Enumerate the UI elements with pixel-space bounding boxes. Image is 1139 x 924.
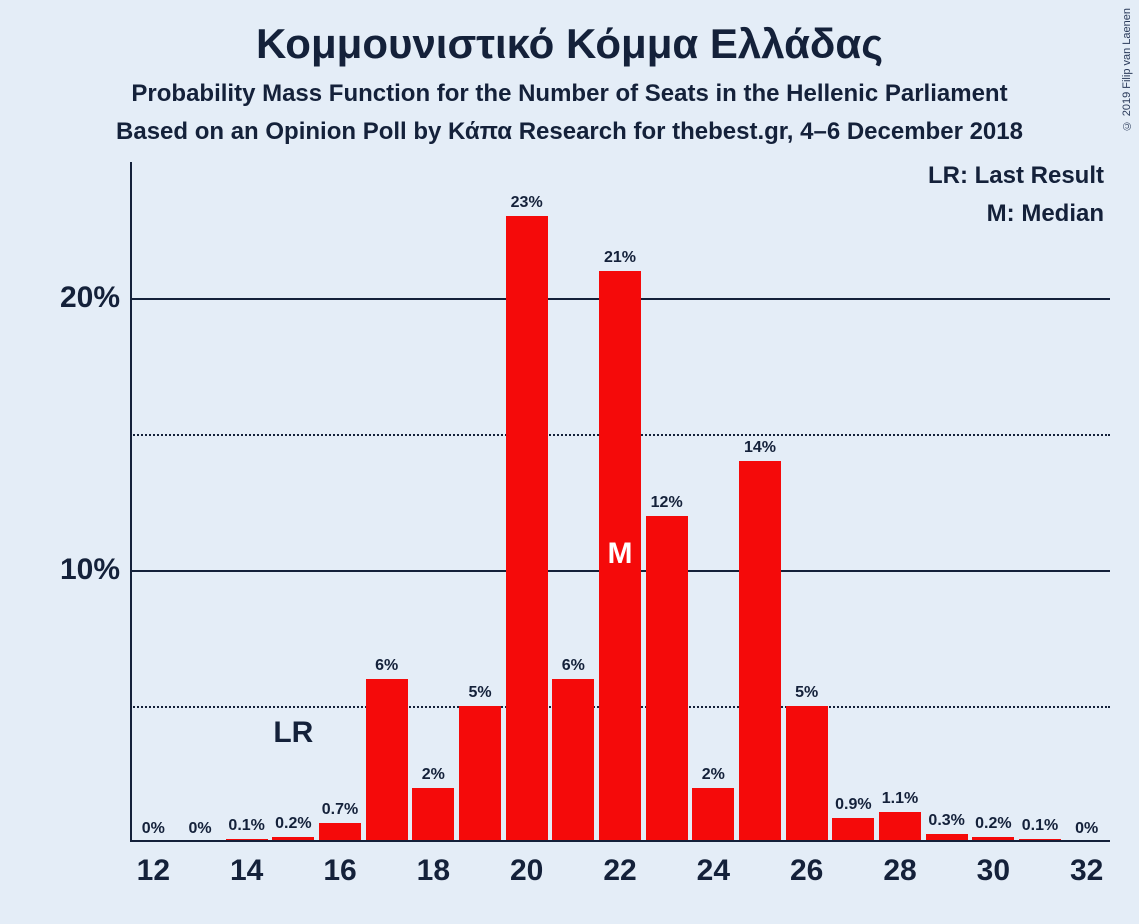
bar-label: 2% — [422, 766, 445, 788]
bar-label: 21% — [604, 249, 636, 271]
bar-label: 0.7% — [322, 801, 358, 823]
y-axis — [130, 162, 132, 842]
legend-item: M: Median — [987, 200, 1104, 228]
bar: 2% — [692, 788, 734, 842]
x-tick-label: 26 — [790, 842, 823, 888]
x-tick-label: 18 — [417, 842, 450, 888]
bar: 0.9% — [832, 818, 874, 842]
last-result-marker: LR — [273, 716, 313, 750]
bar-label: 23% — [511, 194, 543, 216]
bar: 14% — [739, 461, 781, 842]
bar-label: 0% — [1075, 820, 1098, 842]
bar-label: 12% — [651, 494, 683, 516]
y-tick-label: 20% — [60, 281, 130, 315]
chart-subtitle-2: Based on an Opinion Poll by Κάπα Researc… — [0, 118, 1139, 146]
bar-label: 0.2% — [975, 815, 1011, 837]
bar-label: 2% — [702, 766, 725, 788]
bar: 6% — [552, 679, 594, 842]
x-tick-label: 32 — [1070, 842, 1103, 888]
bar-label: 5% — [795, 684, 818, 706]
y-tick-label: 10% — [60, 553, 130, 587]
x-tick-label: 24 — [697, 842, 730, 888]
plot-area: 0%0%0.1%0.2%0.7%6%2%5%23%6%21%12%2%14%5%… — [130, 162, 1110, 842]
x-tick-label: 22 — [603, 842, 636, 888]
legend-item: LR: Last Result — [928, 162, 1104, 190]
bar-label: 0% — [188, 820, 211, 842]
bar-label: 0.2% — [275, 815, 311, 837]
bar-label: 0.1% — [228, 817, 264, 839]
x-tick-label: 30 — [977, 842, 1010, 888]
bar: 12% — [646, 516, 688, 842]
x-tick-label: 28 — [883, 842, 916, 888]
bar: 6% — [366, 679, 408, 842]
bar-label: 5% — [468, 684, 491, 706]
bar-label: 14% — [744, 439, 776, 461]
x-tick-label: 12 — [137, 842, 170, 888]
bar-label: 0.9% — [835, 796, 871, 818]
x-tick-label: 20 — [510, 842, 543, 888]
bar-label: 6% — [562, 657, 585, 679]
bar-label: 0.1% — [1022, 817, 1058, 839]
bar-label: 0.3% — [928, 812, 964, 834]
bar: 5% — [786, 706, 828, 842]
bar-label: 1.1% — [882, 790, 918, 812]
x-tick-label: 16 — [323, 842, 356, 888]
chart-canvas: Κομμουνιστικό Κόμμα Ελλάδας Probability … — [0, 0, 1139, 924]
median-marker: M — [608, 537, 633, 571]
bar-label: 0% — [142, 820, 165, 842]
chart-title: Κομμουνιστικό Κόμμα Ελλάδας — [0, 20, 1139, 68]
bar: 1.1% — [879, 812, 921, 842]
bar-label: 6% — [375, 657, 398, 679]
chart-subtitle-1: Probability Mass Function for the Number… — [0, 80, 1139, 108]
x-tick-label: 14 — [230, 842, 263, 888]
bar: 23% — [506, 216, 548, 842]
copyright-label: © 2019 Filip van Laenen — [1121, 8, 1133, 131]
bar: 2% — [412, 788, 454, 842]
bar: 5% — [459, 706, 501, 842]
